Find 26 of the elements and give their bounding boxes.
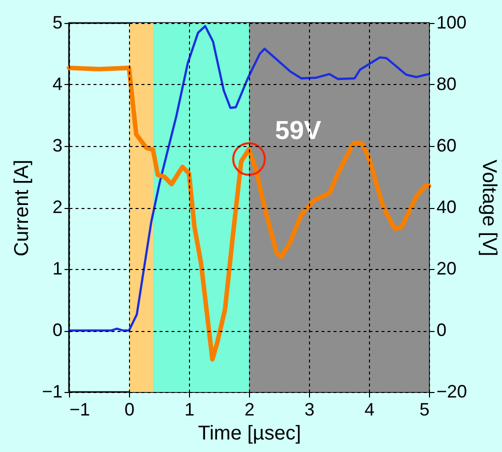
y2-tick-label: 100 [436,12,467,32]
x-tick-label: 4 [364,400,375,420]
x-tick-label: 5 [419,400,430,420]
y-axis-title: Current [A] [10,160,33,256]
annotation: 59V [275,115,322,145]
y2-tick-label: 0 [436,320,447,340]
y2-tick-label: 60 [436,136,457,156]
y-tick-label: 2 [52,197,62,217]
x-tick-label: −1 [70,400,90,420]
y-tick-label: 1 [52,258,62,278]
x-tick-label: 2 [244,400,255,420]
y-tick-label: 3 [52,136,62,156]
y2-tick-label: −20 [436,382,468,402]
y2-axis-title: Voltage [V] [478,160,500,256]
y2-tick-label: 20 [436,258,457,278]
y2-tick-label: 40 [436,197,457,217]
line-series [66,66,432,362]
x-axis-title: Time [µsec] [198,422,302,444]
y-tick-label: 0 [52,320,62,340]
y-tick-label: −1 [42,382,62,402]
y-tick-label: 5 [52,12,62,32]
x-tick-label: 0 [124,400,135,420]
x-tick-label: 1 [184,400,195,420]
y-tick-label: 4 [52,74,62,94]
x-tick-label: 3 [304,400,315,420]
y2-tick-label: 80 [436,74,457,94]
